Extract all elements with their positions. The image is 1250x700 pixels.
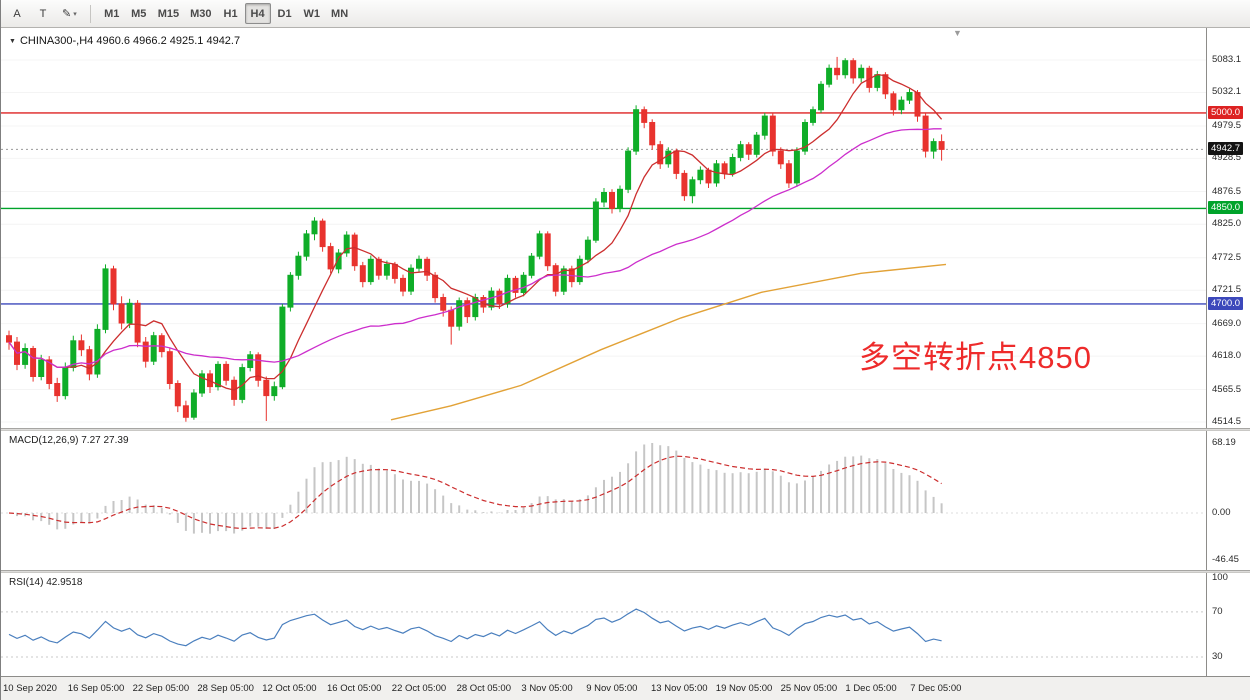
price-tick-label: 4876.5 (1212, 185, 1242, 197)
timeframe-button-m30[interactable]: M30 (185, 3, 216, 24)
time-axis-label: 12 Oct 05:00 (262, 683, 317, 694)
time-axis-label: 22 Sep 05:00 (132, 683, 190, 694)
time-axis-label: 9 Nov 05:00 (586, 683, 638, 694)
timeframe-button-m1[interactable]: M1 (99, 3, 125, 24)
toolbar: A T ✎ ▾ M1 M5 M15 M30 H1 H4 D1 W1 MN (1, 0, 1250, 28)
pencil-icon: ✎ (62, 8, 72, 20)
hline-price-badge: 4700.0 (1208, 296, 1244, 310)
time-axis-label: 10 Sep 2020 (3, 683, 57, 694)
toolbar-separator (89, 4, 91, 23)
cursor-arrow-button[interactable]: A (5, 3, 29, 24)
macd-scale-label: 68.19 (1212, 437, 1236, 448)
price-tick-label: 5032.1 (1212, 86, 1242, 98)
macd-scale-label: -46.45 (1212, 554, 1239, 565)
timeframe-button-m5[interactable]: M5 (126, 3, 152, 24)
price-tick-label: 4825.0 (1212, 218, 1242, 230)
chart-annotation: 多空转折点4850 (859, 340, 1092, 375)
price-tick-label: 4565.5 (1212, 383, 1242, 395)
price-tick-label: 4618.0 (1212, 350, 1242, 362)
time-axis-label: 28 Oct 05:00 (456, 683, 511, 694)
price-tick-label: 4772.5 (1212, 251, 1242, 263)
macd-panel: MACD(12,26,9) 7.27 27.39 (1, 431, 1250, 570)
hline-price-badge: 5000.0 (1208, 105, 1244, 119)
main-chart-panel: ▼ CHINA300-,H4 4960.6 4966.2 4925.1 4942.… (1, 28, 1250, 428)
timeframe-button-mn[interactable]: MN (326, 3, 353, 24)
price-tick-label: 4928.5 (1212, 152, 1242, 164)
time-axis-label: 25 Nov 05:00 (780, 683, 838, 694)
rsi-scale-label: 30 (1212, 651, 1223, 662)
rsi-chart[interactable] (1, 573, 1206, 676)
rsi-scale-label: 100 (1212, 572, 1228, 583)
panel-splitter-macd[interactable] (1, 428, 1250, 431)
panel-splitter-rsi[interactable] (1, 570, 1250, 573)
price-tick-label: 4514.5 (1212, 416, 1242, 427)
chart-shift-marker[interactable]: ▼ (953, 28, 962, 38)
collapse-triangle-icon[interactable]: ▼ (9, 38, 16, 45)
time-axis-label: 3 Nov 05:00 (521, 683, 573, 694)
macd-label: MACD(12,26,9) 7.27 27.39 (9, 435, 129, 446)
chevron-down-icon: ▾ (73, 10, 77, 18)
timeframe-button-m15[interactable]: M15 (153, 3, 184, 24)
time-axis[interactable]: 10 Sep 2020 16 Sep 05:00 22 Sep 05:00 28 Se… (1, 676, 1250, 700)
draw-objects-button[interactable]: ✎ ▾ (57, 3, 82, 24)
price-tick-label: 4979.5 (1212, 119, 1242, 131)
candlestick-chart[interactable] (1, 28, 1206, 428)
symbol-title: ▼ CHINA300-,H4 4960.6 4966.2 4925.1 4942.… (9, 35, 240, 47)
price-tick-label: 5083.1 (1212, 54, 1242, 65)
time-axis-label: 28 Sep 05:00 (197, 683, 254, 694)
time-axis-label: 19 Nov 05:00 (715, 683, 773, 694)
timeframe-button-h4[interactable]: H4 (244, 3, 271, 24)
timeframe-group: M1 M5 M15 M30 H1 H4 D1 W1 MN (99, 3, 353, 24)
timeframe-button-h1[interactable]: H1 (218, 3, 244, 24)
time-axis-label: 7 Dec 05:00 (910, 683, 962, 694)
time-axis-label: 22 Oct 05:00 (391, 683, 447, 694)
time-axis-label: 1 Dec 05:00 (845, 683, 897, 694)
current-price-badge: 4942.7 (1208, 142, 1244, 156)
text-tool-button[interactable]: T (31, 3, 55, 24)
macd-scale-label: 0.00 (1212, 507, 1231, 518)
time-axis-label: 16 Sep 05:00 (67, 683, 125, 694)
price-scale[interactable]: 5083.1 5032.1 4979.5 4928.5 4876.5 4825.0 4772… (1206, 28, 1250, 676)
hline-price-badge: 4850.0 (1208, 201, 1244, 215)
timeframe-button-d1[interactable]: D1 (272, 3, 298, 24)
time-axis-label: 16 Oct 05:00 (327, 683, 382, 694)
price-tick-label: 4721.5 (1212, 284, 1242, 296)
rsi-scale-label: 70 (1212, 605, 1223, 617)
symbol-ohlc-text: CHINA300-,H4 4960.6 4966.2 4925.1 4942.7 (19, 35, 241, 47)
time-axis-label: 13 Nov 05:00 (651, 683, 708, 694)
macd-chart[interactable] (1, 431, 1206, 570)
rsi-label: RSI(14) 42.9518 (9, 577, 83, 588)
rsi-panel: RSI(14) 42.9518 (1, 573, 1250, 676)
price-tick-label: 4669.0 (1212, 317, 1242, 329)
timeframe-button-w1[interactable]: W1 (299, 3, 326, 24)
